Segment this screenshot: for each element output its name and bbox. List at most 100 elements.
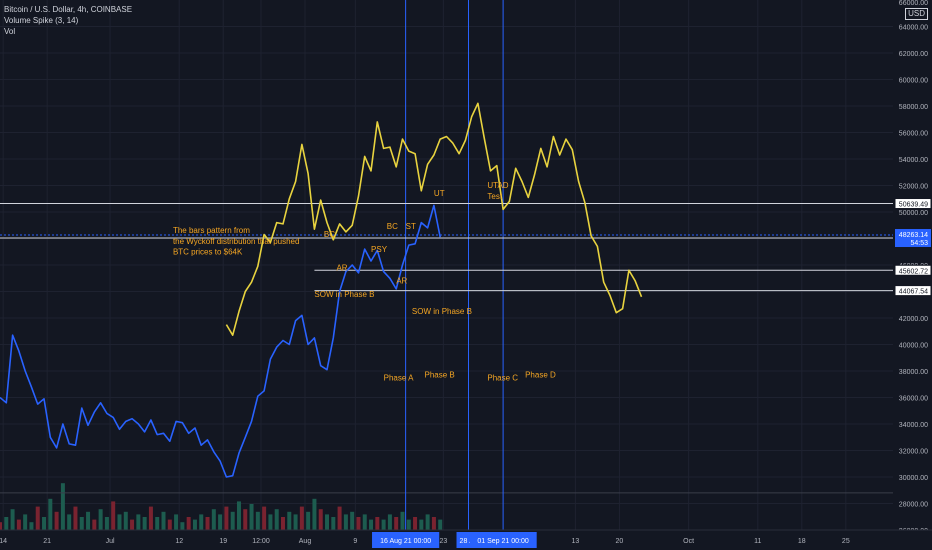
price-tick-label: 64000.00 — [899, 25, 928, 32]
current-price-label: 48263.14 — [899, 232, 928, 239]
price-tick-label: 54000.00 — [899, 157, 928, 164]
volume-bar — [249, 504, 254, 530]
price-tick-label: 56000.00 — [899, 131, 928, 138]
time-highlight-box — [372, 532, 440, 548]
chart-annotations: The bars pattern from the Wyckoff distrib… — [173, 181, 556, 382]
volume-bar — [243, 509, 248, 530]
level-price-label: 44067.54 — [899, 289, 928, 296]
volume-bar — [299, 506, 304, 530]
annotation-label: UTAD — [487, 181, 508, 190]
time-highlight-label: 28 Au — [460, 538, 478, 545]
time-tick-label: 13 — [572, 538, 580, 545]
volume-bar — [98, 509, 103, 530]
time-tick-label: Oct — [683, 538, 694, 545]
time-tick-label: 14 — [0, 538, 7, 545]
top-price-tick: 66000.00 — [898, 0, 928, 7]
volume-bar — [325, 514, 330, 530]
level-price-box — [894, 264, 932, 276]
current-price-countdown: 54:53 — [910, 240, 928, 247]
volume-bar — [343, 514, 348, 530]
annotation-label: PSY — [371, 245, 388, 254]
volume-bar — [375, 517, 380, 530]
volume-bar — [350, 511, 355, 530]
annotation-label: SOW in Phase B — [412, 307, 472, 316]
volume-bar — [86, 511, 91, 530]
time-tick-label: 19 — [219, 538, 227, 545]
level-price-label: 45602.72 — [899, 268, 928, 275]
time-tick-label: 23 — [439, 538, 447, 545]
volume-bar — [413, 517, 418, 530]
volume-bar — [142, 517, 147, 530]
volume-bar — [431, 517, 436, 530]
volume-bar — [42, 517, 47, 530]
volume-bar — [148, 506, 153, 530]
volume-bars — [0, 483, 893, 530]
volume-bar — [123, 511, 128, 530]
volume-bar — [35, 506, 40, 530]
price-tick-label: 42000.00 — [899, 316, 928, 323]
time-highlight-label: 01 Sep 21 00:00 — [477, 538, 528, 545]
volume-bar — [180, 522, 185, 530]
volume-bar — [54, 511, 59, 530]
annotation-label: Phase D — [525, 371, 556, 380]
volume-bar — [262, 506, 267, 530]
price-tick-label: 58000.00 — [899, 104, 928, 111]
volume-bar — [16, 519, 21, 530]
currency-tag[interactable]: USD — [905, 8, 928, 20]
volume-bar — [174, 514, 179, 530]
price-tick-label: 62000.00 — [899, 51, 928, 58]
horizontal-levels — [0, 203, 893, 292]
volume-bar — [318, 509, 323, 530]
volume-bar — [381, 519, 386, 530]
annotation-label: Test — [487, 192, 502, 201]
volume-bar — [406, 519, 411, 530]
time-highlight-label: 16 Aug 21 00:00 — [380, 538, 431, 545]
price-tick-label: 40000.00 — [899, 343, 928, 350]
volume-bar — [369, 519, 374, 530]
volume-bar — [419, 519, 424, 530]
price-tick-label: 50000.00 — [899, 210, 928, 217]
volume-bar — [29, 522, 34, 530]
annotation-label: AR — [396, 277, 407, 286]
annotation-label: ST — [406, 222, 416, 231]
price-tick-label: 60000.00 — [899, 78, 928, 85]
price-tick-label: 32000.00 — [899, 449, 928, 456]
volume-bar — [23, 514, 28, 530]
time-tick-label: 12:00 — [252, 538, 270, 545]
volume-bar — [136, 514, 141, 530]
volume-bar — [111, 501, 116, 530]
level-price-label: 50639.49 — [899, 202, 928, 209]
volume-bar — [425, 514, 430, 530]
volume-bar — [186, 517, 191, 530]
time-tick-label: 20 — [616, 538, 624, 545]
annotation-label: SOW in Phase B — [314, 290, 374, 299]
time-tick-label: 12 — [175, 538, 183, 545]
volume-bar — [192, 519, 197, 530]
volume-bar — [167, 519, 172, 530]
volume-bar — [155, 517, 160, 530]
annotation-label: BC — [324, 230, 335, 239]
blue-series-line — [0, 204, 441, 478]
time-tick-label: Aug — [299, 538, 312, 545]
time-tick-label: 9 — [353, 538, 357, 545]
price-tick-label: 30000.00 — [899, 475, 928, 482]
volume-bar — [230, 511, 235, 530]
price-axis[interactable]: 64000.00 62000.00 60000.00 58000.00 56000.00… — [893, 0, 932, 550]
volume-label[interactable]: Vol — [4, 27, 16, 36]
annotation-label: BC — [387, 222, 398, 231]
volume-bar — [394, 517, 399, 530]
volume-bar — [10, 509, 15, 530]
annotation-label: Phase A — [384, 373, 414, 382]
annotation-label: AR — [336, 263, 347, 272]
indicator-label[interactable]: Volume Spike (3, 14) — [4, 16, 79, 25]
volume-bar — [205, 517, 210, 530]
volume-bar — [331, 517, 336, 530]
time-axis[interactable]: 14 21 Jul 12 19 12:00 Aug 9 23 13 20 Oct 11 18 25 16 Au… — [0, 529, 932, 550]
chart-legend: Bitcoin / U.S. Dollar, 4h, COINBASE Volu… — [4, 4, 132, 37]
volume-bar — [48, 498, 53, 530]
symbol-title[interactable]: Bitcoin / U.S. Dollar, 4h, COINBASE — [4, 5, 133, 14]
volume-bar — [224, 506, 229, 530]
